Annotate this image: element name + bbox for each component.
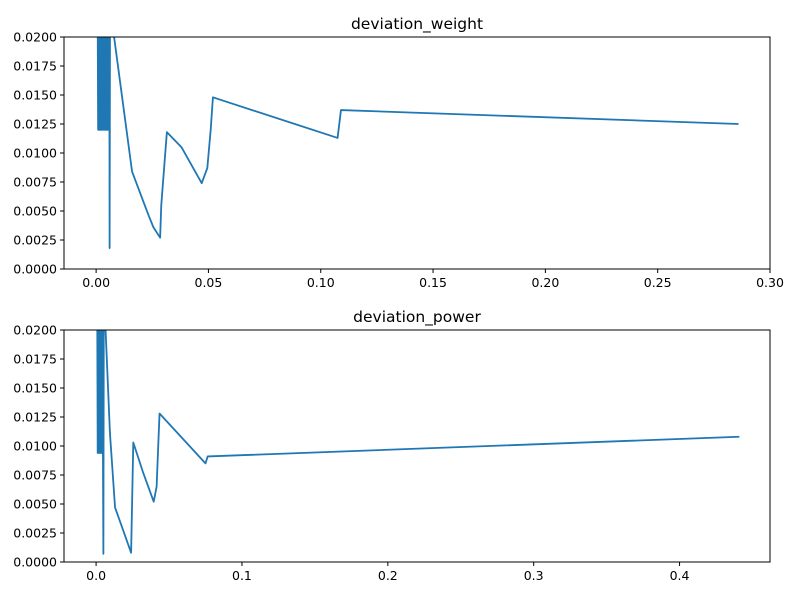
x-tick-label: 0.20 <box>531 275 559 290</box>
y-tick-label: 0.0125 <box>13 117 57 132</box>
x-tick-label: 0.2 <box>378 568 398 583</box>
y-tick-label: 0.0200 <box>13 30 57 45</box>
x-axis: 0.0 0.1 0.2 0.3 0.4 <box>86 562 690 583</box>
axes-frame <box>63 329 771 563</box>
y-tick-label: 0.0100 <box>13 146 57 161</box>
x-tick-label: 0.3 <box>524 568 544 583</box>
series-line <box>96 37 739 250</box>
chart-title: deviation_power <box>353 308 481 327</box>
subplot-deviation-power: deviation_power 0.0 0.1 0.2 0.3 0.4 0.00000.… <box>13 308 771 583</box>
y-tick-label: 0.0000 <box>13 555 57 570</box>
y-tick-label: 0.0150 <box>13 381 57 396</box>
plot-area <box>96 330 740 555</box>
x-axis: 0.00 0.05 0.10 0.15 0.20 0.25 0.30 <box>82 269 784 290</box>
x-tick-label: 0.0 <box>86 568 106 583</box>
x-tick-label: 0.00 <box>82 275 110 290</box>
x-tick-label: 0.30 <box>756 275 784 290</box>
y-axis: 0.0000 0.0025 0.0050 0.0075 0.0100 0.0125 0.01… <box>13 323 64 570</box>
x-tick-label: 0.10 <box>307 275 335 290</box>
x-tick-label: 0.25 <box>644 275 672 290</box>
y-tick-label: 0.0175 <box>13 352 57 367</box>
y-tick-label: 0.0000 <box>13 262 57 277</box>
chart-title: deviation_weight <box>351 15 483 34</box>
series-line <box>96 330 740 555</box>
axes-frame <box>63 36 771 270</box>
y-tick-label: 0.0150 <box>13 88 57 103</box>
x-tick-label: 0.05 <box>195 275 223 290</box>
y-tick-label: 0.0025 <box>13 526 57 541</box>
y-axis: 0.0000 0.0025 0.0050 0.0075 0.0100 0.0125 0.01… <box>13 30 64 277</box>
plot-area <box>96 37 739 250</box>
x-tick-label: 0.1 <box>232 568 252 583</box>
y-tick-label: 0.0025 <box>13 233 57 248</box>
subplot-deviation-weight: deviation_weight 0.00 0.05 0.10 0.15 0.20 0.2… <box>13 15 784 290</box>
y-tick-label: 0.0100 <box>13 439 57 454</box>
x-tick-label: 0.15 <box>419 275 447 290</box>
y-tick-label: 0.0175 <box>13 59 57 74</box>
y-tick-label: 0.0050 <box>13 497 57 512</box>
y-tick-label: 0.0075 <box>13 468 57 483</box>
x-tick-label: 0.4 <box>670 568 690 583</box>
y-tick-label: 0.0125 <box>13 410 57 425</box>
y-tick-label: 0.0200 <box>13 323 57 338</box>
y-tick-label: 0.0075 <box>13 175 57 190</box>
y-tick-label: 0.0050 <box>13 204 57 219</box>
